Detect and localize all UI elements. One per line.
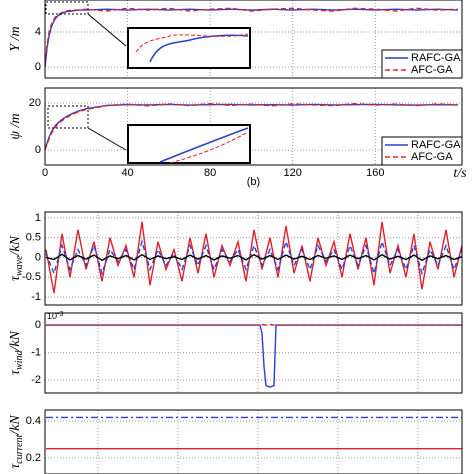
legend-label: RAFC-GA <box>411 52 461 64</box>
legend-label: RAFC-GA <box>411 139 461 151</box>
x-tick-label: 120 <box>284 167 302 179</box>
x-tick-label: 80 <box>204 167 216 179</box>
y-label-main: ψ <box>8 131 23 140</box>
legend-box <box>381 49 463 79</box>
caption: (b) <box>247 176 260 188</box>
plot-lines <box>46 416 462 450</box>
y-label-main: Y <box>8 42 23 52</box>
y-tick-label: -0.5 <box>22 271 41 283</box>
plot-lines <box>45 221 462 294</box>
plot-lines <box>45 102 458 151</box>
inset-curve <box>135 33 249 53</box>
y-tick-label: 0.5 <box>26 232 41 244</box>
zoom-region <box>45 1 89 15</box>
inset-curve <box>159 127 249 163</box>
y-label-unit: /m <box>8 26 23 44</box>
line-series <box>45 103 458 151</box>
line-series <box>46 323 462 326</box>
plot-frame <box>44 312 463 394</box>
y-axis-label: Y /m <box>8 26 23 51</box>
line-series <box>45 7 458 68</box>
x-tick-label: 0 <box>42 167 48 179</box>
x-tick-label: 40 <box>121 167 133 179</box>
y-label-unit: /kN <box>8 330 23 351</box>
plot-frame <box>44 0 463 79</box>
plot-frame <box>44 87 463 166</box>
y-label-main: τ <box>8 369 23 375</box>
y-label-unit: /kN <box>8 235 23 256</box>
scale-exp: -3 <box>57 311 63 318</box>
scale-base: 10 <box>47 311 57 321</box>
y-tick-label: 0 <box>35 61 41 73</box>
y-axis-label: ψ /m <box>8 113 23 139</box>
x-tick-label: 160 <box>366 167 384 179</box>
y-tick-label: 0 <box>35 144 41 156</box>
inset <box>127 27 251 69</box>
inset-curve <box>169 131 249 164</box>
x-axis-label: t/s <box>453 166 467 181</box>
scale-label: 10-3 <box>47 311 63 322</box>
line-series <box>45 253 462 262</box>
y-tick-label: 0.2 <box>26 452 41 464</box>
y-tick-label: 4 <box>35 26 41 38</box>
zoom-decor <box>45 1 251 164</box>
plot-lines <box>45 7 458 68</box>
line-series <box>45 221 462 294</box>
inset-curve <box>149 34 249 63</box>
line-series <box>45 102 458 151</box>
y-label-sub: wind <box>14 349 25 369</box>
y-axis-label: τcurrent/kN <box>8 415 25 469</box>
plot-lines <box>46 323 462 388</box>
y-label-sub: wave <box>14 255 25 276</box>
y-label-main: τ <box>8 463 23 469</box>
y-tick-label: 0 <box>35 251 41 263</box>
y-axis-label: τwave/kN <box>8 235 25 281</box>
zoom-region <box>47 105 89 129</box>
y-axis-label: τwind/kN <box>8 330 25 375</box>
y-label-main: τ <box>8 275 23 281</box>
y-label-sub: current <box>14 434 25 463</box>
y-tick-label: -1 <box>31 291 41 303</box>
y-label-unit: /m <box>8 113 23 131</box>
plot-frame <box>44 409 463 474</box>
y-tick-label: 1 <box>35 212 41 224</box>
y-tick-label: 0 <box>35 319 41 331</box>
legend-label: AFC-GA <box>411 64 453 76</box>
y-tick-label: 0.4 <box>26 415 41 427</box>
inset <box>127 124 251 164</box>
plot-area <box>45 410 462 474</box>
y-tick-label: 20 <box>29 97 41 109</box>
line-series <box>46 324 462 388</box>
y-tick-label: -2 <box>31 374 41 386</box>
zoom-arrow <box>87 13 127 47</box>
y-tick-label: -1 <box>31 346 41 358</box>
plot-frame <box>44 211 463 306</box>
y-label-unit: /kN <box>8 415 23 436</box>
legend-box <box>381 136 463 166</box>
zoom-arrow <box>87 127 127 151</box>
legend-label: AFC-GA <box>411 151 453 163</box>
